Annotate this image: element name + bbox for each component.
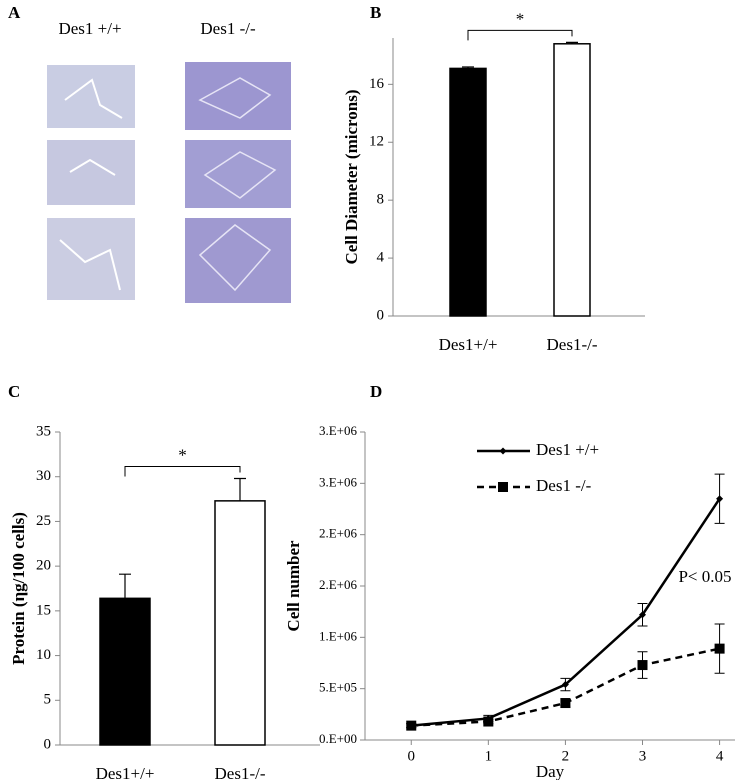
x-tick-label: Des1-/-	[215, 764, 266, 780]
micrograph	[185, 62, 291, 130]
legend-marker	[499, 447, 507, 455]
y-axis-label: Protein (ηg/100 cells)	[9, 512, 28, 665]
column-label: Des1 +/+	[58, 19, 121, 38]
marker	[714, 643, 725, 654]
error-bar	[234, 477, 246, 501]
micrograph	[185, 140, 291, 208]
panel-label: D	[370, 382, 382, 401]
marker	[716, 495, 724, 503]
bar	[449, 67, 487, 317]
legend-label: Des1 -/-	[536, 476, 592, 495]
x-axis-label: Day	[536, 762, 565, 780]
x-tick-label: 1	[485, 748, 493, 764]
y-tick-label: 35	[36, 423, 51, 439]
x-tick-label: 0	[408, 748, 416, 764]
y-tick-label: 5	[44, 692, 52, 708]
legend-marker	[498, 482, 508, 492]
y-tick-label: 2.E+06	[319, 577, 358, 592]
x-tick-label: 4	[716, 748, 724, 764]
significance-bracket	[467, 29, 573, 41]
significance-label: *	[178, 445, 187, 464]
y-tick-label: 4	[377, 250, 385, 266]
series-line	[411, 498, 721, 727]
micrograph	[47, 65, 135, 128]
marker	[639, 611, 646, 619]
cell-outline	[198, 77, 277, 292]
error-bar	[119, 573, 131, 599]
bar	[214, 500, 266, 746]
x-tick-label: Des1-/-	[547, 335, 598, 354]
marker	[637, 660, 648, 671]
legend-label: Des1 +/+	[536, 440, 599, 459]
panel-label: A	[8, 3, 21, 22]
y-tick-label: 2.E+06	[319, 526, 358, 541]
error-bar	[566, 41, 578, 44]
panel-label: C	[8, 382, 20, 401]
annotation: P< 0.05	[678, 567, 731, 586]
y-tick-label: 12	[369, 134, 384, 150]
y-tick-label: 5.E+05	[319, 680, 357, 695]
micrograph	[47, 140, 135, 205]
x-tick-label: Des1+/+	[96, 764, 155, 780]
y-tick-label: 20	[36, 558, 51, 574]
marker	[406, 720, 417, 731]
y-tick-label: 8	[377, 192, 385, 208]
x-tick-label: 3	[639, 748, 647, 764]
y-tick-label: 0.E+00	[319, 731, 357, 746]
panel-a-images	[47, 62, 291, 303]
y-tick-label: 3.E+06	[319, 474, 358, 489]
y-tick-label: 15	[36, 602, 51, 618]
y-tick-label: 16	[369, 76, 385, 92]
x-tick-label: 2	[562, 748, 570, 764]
y-tick-label: 25	[36, 513, 51, 529]
marker	[483, 716, 494, 727]
marker	[561, 681, 569, 689]
x-tick-label: Des1+/+	[439, 335, 498, 354]
y-tick-label: 3.E+06	[319, 423, 358, 438]
cell-outline	[59, 78, 123, 291]
y-axis-label: Cell number	[284, 540, 303, 632]
significance-bracket	[124, 466, 241, 477]
error-bar	[462, 66, 474, 69]
bar	[553, 43, 591, 317]
bar	[99, 597, 151, 746]
significance-label: *	[516, 9, 525, 28]
panel-label: B	[370, 3, 381, 22]
marker	[560, 698, 571, 709]
y-tick-label: 1.E+06	[319, 628, 358, 643]
y-axis-label: Cell Diameter (microns)	[342, 90, 361, 265]
column-label: Des1 -/-	[200, 19, 256, 38]
y-tick-label: 0	[44, 736, 52, 752]
y-tick-label: 0	[377, 307, 385, 323]
y-tick-label: 10	[36, 647, 51, 663]
y-tick-label: 30	[36, 468, 51, 484]
micrograph	[185, 218, 291, 303]
